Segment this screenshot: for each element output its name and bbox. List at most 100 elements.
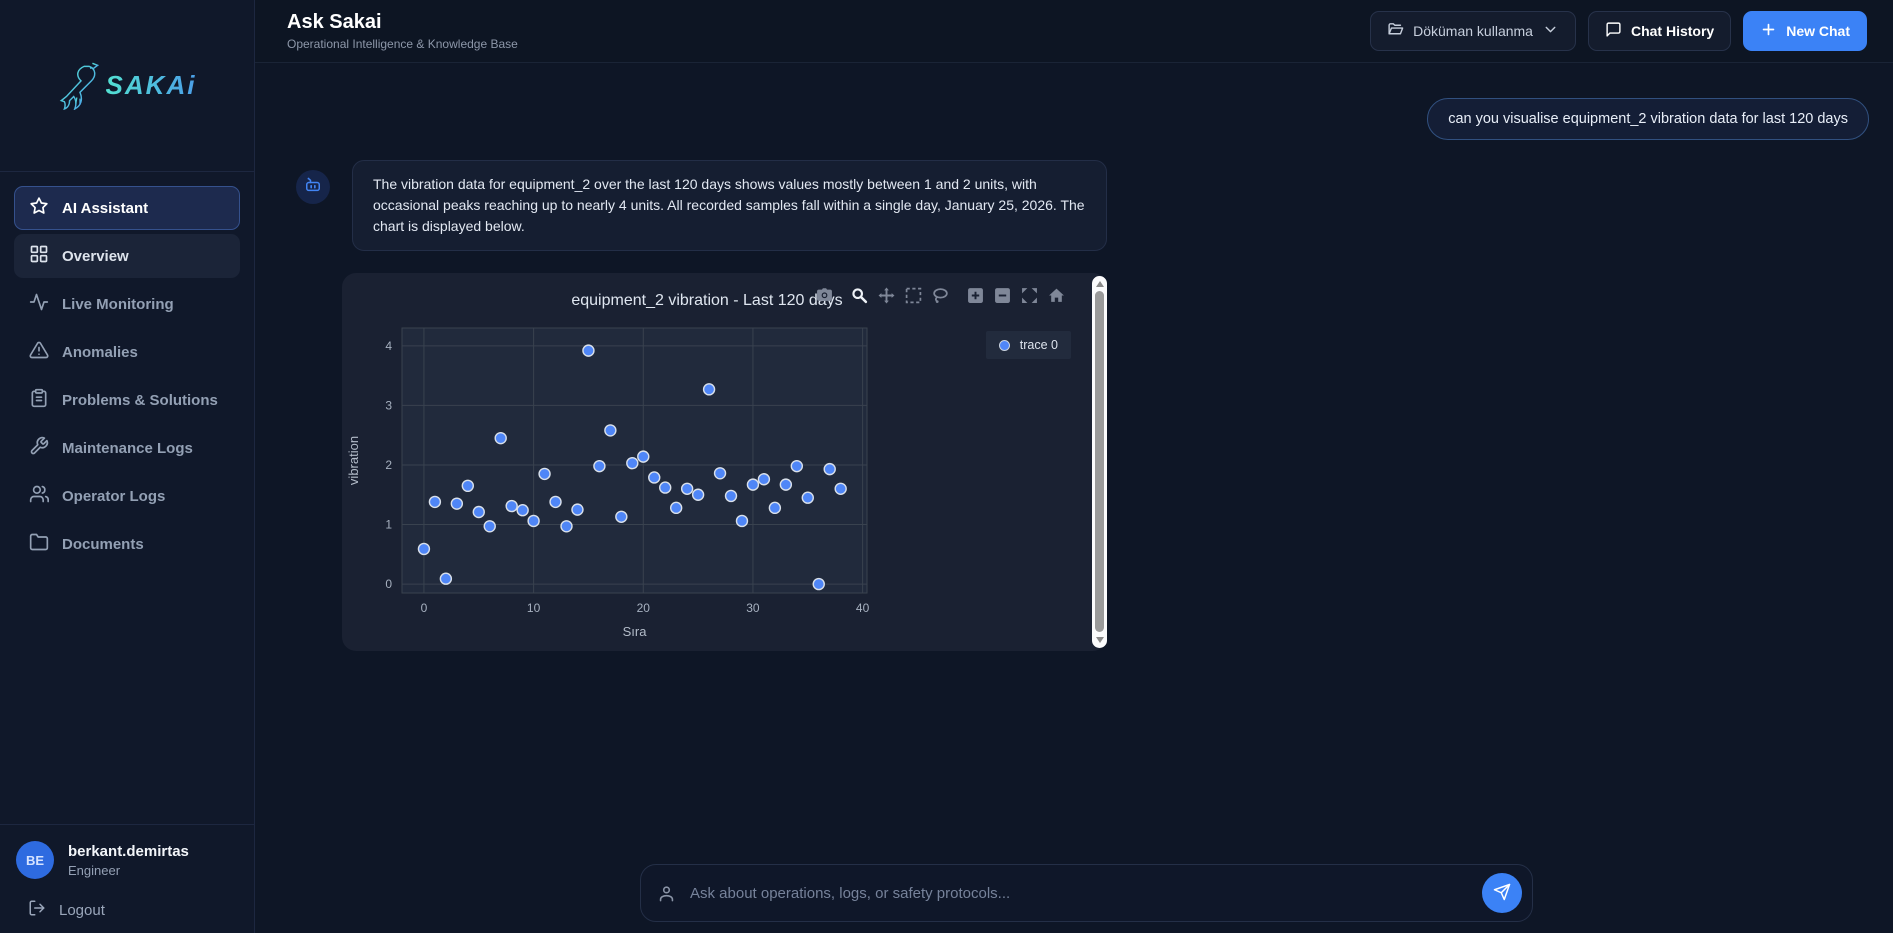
scrollbar-thumb[interactable] [1095,291,1104,632]
avatar: BE [16,841,54,879]
zoom-out-icon[interactable] [994,287,1011,304]
y-tick-label: 0 [385,577,392,591]
chat-area: can you visualise equipment_2 vibration … [255,63,1893,933]
sidebar-item-anomalies[interactable]: Anomalies [14,330,240,374]
sidebar-item-documents[interactable]: Documents [14,522,240,566]
data-point[interactable] [604,424,617,437]
data-point[interactable] [637,450,650,463]
data-point[interactable] [527,514,540,528]
scroll-down-icon[interactable] [1095,637,1104,643]
clipboard-icon [29,388,49,412]
data-point[interactable] [417,542,431,556]
data-point[interactable] [560,520,573,533]
reset-axes-icon[interactable] [1048,287,1065,304]
logout-label: Logout [59,901,105,919]
users-icon [29,484,50,508]
data-point[interactable] [582,344,595,357]
sidebar-item-label: Operator Logs [62,487,166,505]
sidebar-item-label: Maintenance Logs [62,439,193,457]
chart-scrollbar[interactable] [1092,276,1107,648]
x-tick-label: 40 [856,601,870,615]
lasso-select-icon[interactable] [932,287,949,304]
data-point[interactable] [691,488,705,501]
folder-open-icon [1387,21,1404,41]
data-point[interactable] [713,467,727,480]
data-point[interactable] [450,497,464,510]
x-tick-label: 20 [637,601,651,615]
document-usage-dropdown[interactable]: Döküman kullanma [1370,11,1576,51]
sidebar-item-problems-solutions[interactable]: Problems & Solutions [14,378,240,422]
data-point[interactable] [472,505,485,519]
zoom-in-icon[interactable] [967,287,984,304]
box-select-icon[interactable] [905,287,922,304]
chat-history-button[interactable]: Chat History [1587,11,1732,51]
data-point[interactable] [483,520,496,533]
legend-marker-icon [998,339,1010,351]
sidebar-item-live-monitoring[interactable]: Live Monitoring [14,282,240,326]
data-point[interactable] [801,491,814,504]
data-point[interactable] [768,501,782,515]
sidebar-nav: AI Assistant Overview Live Monitoring Anoma… [0,172,254,824]
bird-logo-icon [58,56,104,115]
data-point[interactable] [823,462,836,476]
y-axis-title: vibration [346,436,361,485]
zoom-icon[interactable] [851,287,868,304]
chat-input[interactable] [688,883,1482,903]
chart-card: 0 10 20 30 40 0 1 2 3 4 Sıra vibration equipment_2 … [342,273,1107,651]
logout-button[interactable]: Logout [16,899,238,921]
sidebar-item-operator-logs[interactable]: Operator Logs [14,474,240,518]
x-tick-label: 10 [527,601,541,615]
data-point[interactable] [494,431,507,445]
data-point[interactable] [834,482,847,495]
main: Ask Sakai Operational Intelligence & Kno… [255,0,1893,933]
data-point[interactable] [615,510,628,523]
sidebar-item-overview[interactable]: Overview [14,234,240,278]
data-point[interactable] [549,495,562,509]
y-tick-label: 4 [385,339,392,353]
data-point[interactable] [538,467,551,481]
data-point[interactable] [790,459,804,473]
data-point[interactable] [626,456,639,470]
user-name: berkant.demirtas [68,842,189,860]
sidebar-item-maintenance-logs[interactable]: Maintenance Logs [14,426,240,470]
data-point[interactable] [669,501,683,515]
send-button[interactable] [1482,873,1522,913]
sidebar-item-ai-assistant[interactable]: AI Assistant [14,186,240,230]
data-point[interactable] [428,495,442,509]
ai-message: The vibration data for equipment_2 over … [352,160,1107,251]
data-point[interactable] [439,572,453,585]
data-point[interactable] [680,482,694,495]
vibration-scatter-chart[interactable]: 0 10 20 30 40 0 1 2 3 4 Sıra vibration [342,273,1107,651]
data-point[interactable] [812,577,825,591]
data-point[interactable] [746,478,760,491]
data-point[interactable] [505,499,518,513]
scroll-up-icon[interactable] [1095,281,1104,287]
sidebar: SAKAi AI Assistant Overview Live Monitorin… [0,0,255,933]
robot-icon [303,175,323,200]
data-point[interactable] [735,514,749,528]
sidebar-item-label: AI Assistant [62,199,149,217]
camera-icon[interactable] [816,287,833,304]
x-tick-label: 30 [746,601,760,615]
data-point[interactable] [702,383,716,396]
data-point[interactable] [757,473,771,486]
data-point[interactable] [724,489,738,503]
bot-avatar [296,170,330,204]
data-point[interactable] [516,504,529,517]
data-point[interactable] [461,479,475,493]
autoscale-icon[interactable] [1021,287,1038,304]
chat-input-bar [640,864,1533,922]
user-area: BE berkant.demirtas Engineer Logout [0,824,254,933]
data-point[interactable] [659,481,672,494]
data-point[interactable] [779,478,793,491]
plus-icon [1760,21,1777,41]
data-point[interactable] [648,471,661,484]
activity-icon [29,292,49,316]
pan-icon[interactable] [878,287,895,304]
data-point[interactable] [593,459,606,473]
grid-icon [29,244,49,268]
new-chat-button[interactable]: New Chat [1743,11,1867,51]
data-point[interactable] [571,503,584,516]
legend-item-trace0[interactable]: trace 0 [985,331,1071,359]
